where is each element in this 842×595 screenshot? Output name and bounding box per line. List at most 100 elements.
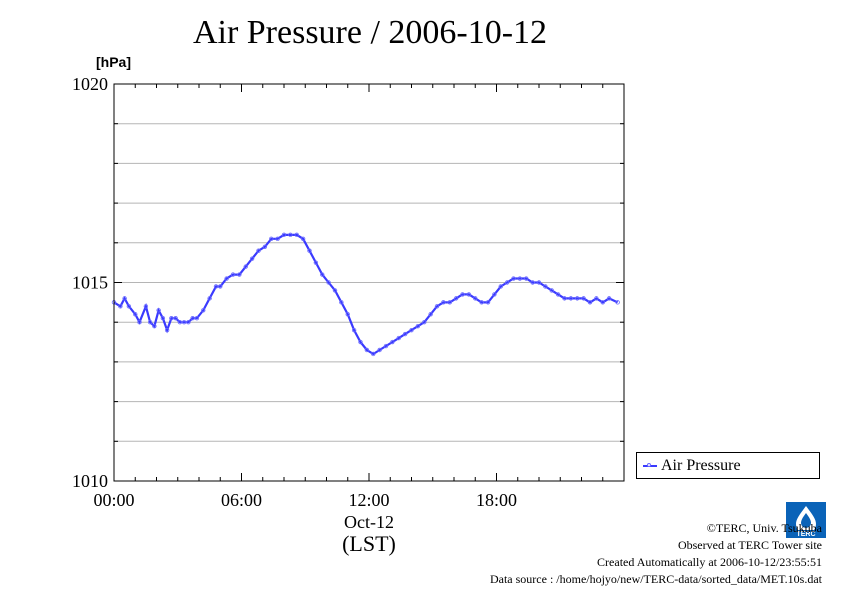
- data-point: [218, 284, 223, 289]
- data-point: [237, 272, 242, 277]
- data-point: [390, 339, 395, 345]
- data-point: [262, 244, 268, 249]
- data-point: [275, 236, 280, 242]
- data-point: [186, 320, 191, 325]
- data-point: [300, 236, 306, 242]
- axis-ticks: [113, 83, 625, 482]
- data-point: [147, 320, 153, 325]
- data-point: [326, 280, 331, 285]
- y-unit-label: [hPa]: [96, 54, 131, 70]
- x-tick-label: 00:00: [93, 490, 134, 510]
- data-point: [453, 296, 459, 301]
- data-point: [422, 320, 427, 325]
- data-point: [164, 327, 170, 333]
- data-point: [377, 347, 382, 353]
- data-point: [524, 276, 529, 281]
- data-point: [194, 316, 200, 321]
- data-point: [485, 300, 491, 305]
- data-point: [371, 351, 376, 357]
- data-point: [249, 256, 255, 261]
- data-point: [224, 276, 229, 281]
- data-point: [181, 320, 187, 325]
- data-point: [479, 300, 484, 305]
- y-tick-label: 1010: [72, 471, 108, 491]
- data-point: [307, 248, 312, 253]
- data-point: [466, 292, 472, 297]
- x-tick-label: 06:00: [221, 490, 262, 510]
- legend: Air Pressure: [636, 452, 820, 479]
- data-point: [213, 284, 219, 289]
- data-point: [568, 296, 574, 301]
- data-point: [504, 280, 510, 285]
- data-point: [364, 347, 370, 353]
- series-line: [113, 233, 619, 356]
- data-point: [594, 296, 599, 301]
- data-point: [160, 316, 166, 321]
- data-point: [137, 320, 142, 325]
- data-point: [575, 296, 580, 301]
- legend-swatch-marker: [647, 463, 651, 467]
- footer-copyright: ©TERC, Univ. Tsukuba: [706, 521, 822, 535]
- y-tick-label: 1020: [72, 74, 108, 94]
- data-point: [447, 300, 452, 305]
- data-point: [615, 300, 620, 305]
- data-point: [207, 296, 212, 301]
- legend-label: Air Pressure: [661, 457, 741, 474]
- x-tick-label: 18:00: [476, 490, 517, 510]
- data-point: [543, 284, 548, 289]
- data-point: [428, 312, 433, 317]
- logo-text: TERC: [796, 531, 815, 538]
- data-point: [177, 320, 183, 325]
- y-tick-label: 1015: [72, 273, 108, 293]
- x-axis-label: Oct-12: [344, 512, 394, 532]
- data-point: [169, 316, 174, 321]
- footer-created: Created Automatically at 2006-10-12/23:5…: [597, 555, 822, 569]
- data-point: [460, 292, 465, 297]
- data-point: [152, 323, 157, 329]
- data-point: [473, 296, 478, 301]
- data-point: [256, 248, 261, 253]
- data-point: [606, 296, 612, 301]
- data-point: [555, 292, 561, 297]
- data-point: [498, 284, 503, 289]
- data-point: [383, 343, 389, 349]
- data-point: [190, 316, 195, 321]
- footer-source: Data source : /home/hojyo/new/TERC-data/…: [489, 572, 822, 586]
- data-point: [156, 308, 161, 313]
- data-point: [332, 288, 338, 293]
- data-point: [243, 264, 248, 269]
- data-point: [313, 260, 319, 265]
- series-air-pressure: [111, 232, 620, 357]
- data-point: [201, 308, 206, 313]
- data-point: [126, 304, 132, 309]
- data-point: [143, 304, 149, 309]
- data-point: [409, 327, 414, 333]
- data-point: [517, 276, 523, 281]
- data-point: [339, 300, 344, 305]
- data-point: [530, 280, 535, 285]
- data-point: [492, 292, 497, 297]
- data-point: [288, 232, 293, 238]
- chart-title: Air Pressure / 2006-10-12: [192, 14, 548, 51]
- data-point: [396, 335, 401, 341]
- data-point: [581, 296, 586, 301]
- data-point: [441, 300, 446, 305]
- data-point: [320, 272, 325, 277]
- terc-logo-icon: TERC: [786, 502, 826, 538]
- data-point: [173, 316, 178, 321]
- data-point: [269, 236, 274, 242]
- x-tick-label: 12:00: [348, 490, 389, 510]
- grid-lines: [114, 123, 624, 442]
- x-axis-sublabel: (LST): [342, 531, 396, 556]
- data-point: [281, 232, 287, 238]
- data-point: [536, 280, 542, 285]
- data-point: [562, 296, 567, 301]
- data-point: [230, 272, 236, 277]
- data-point: [587, 300, 593, 305]
- footer-observed: Observed at TERC Tower site: [677, 538, 822, 552]
- data-point: [122, 296, 127, 301]
- data-point: [415, 323, 421, 329]
- data-point: [511, 276, 516, 281]
- axis-labels: 1010 1015 1020 00:00 06:00 12:00 18:00 Oct-12(L…: [72, 74, 517, 556]
